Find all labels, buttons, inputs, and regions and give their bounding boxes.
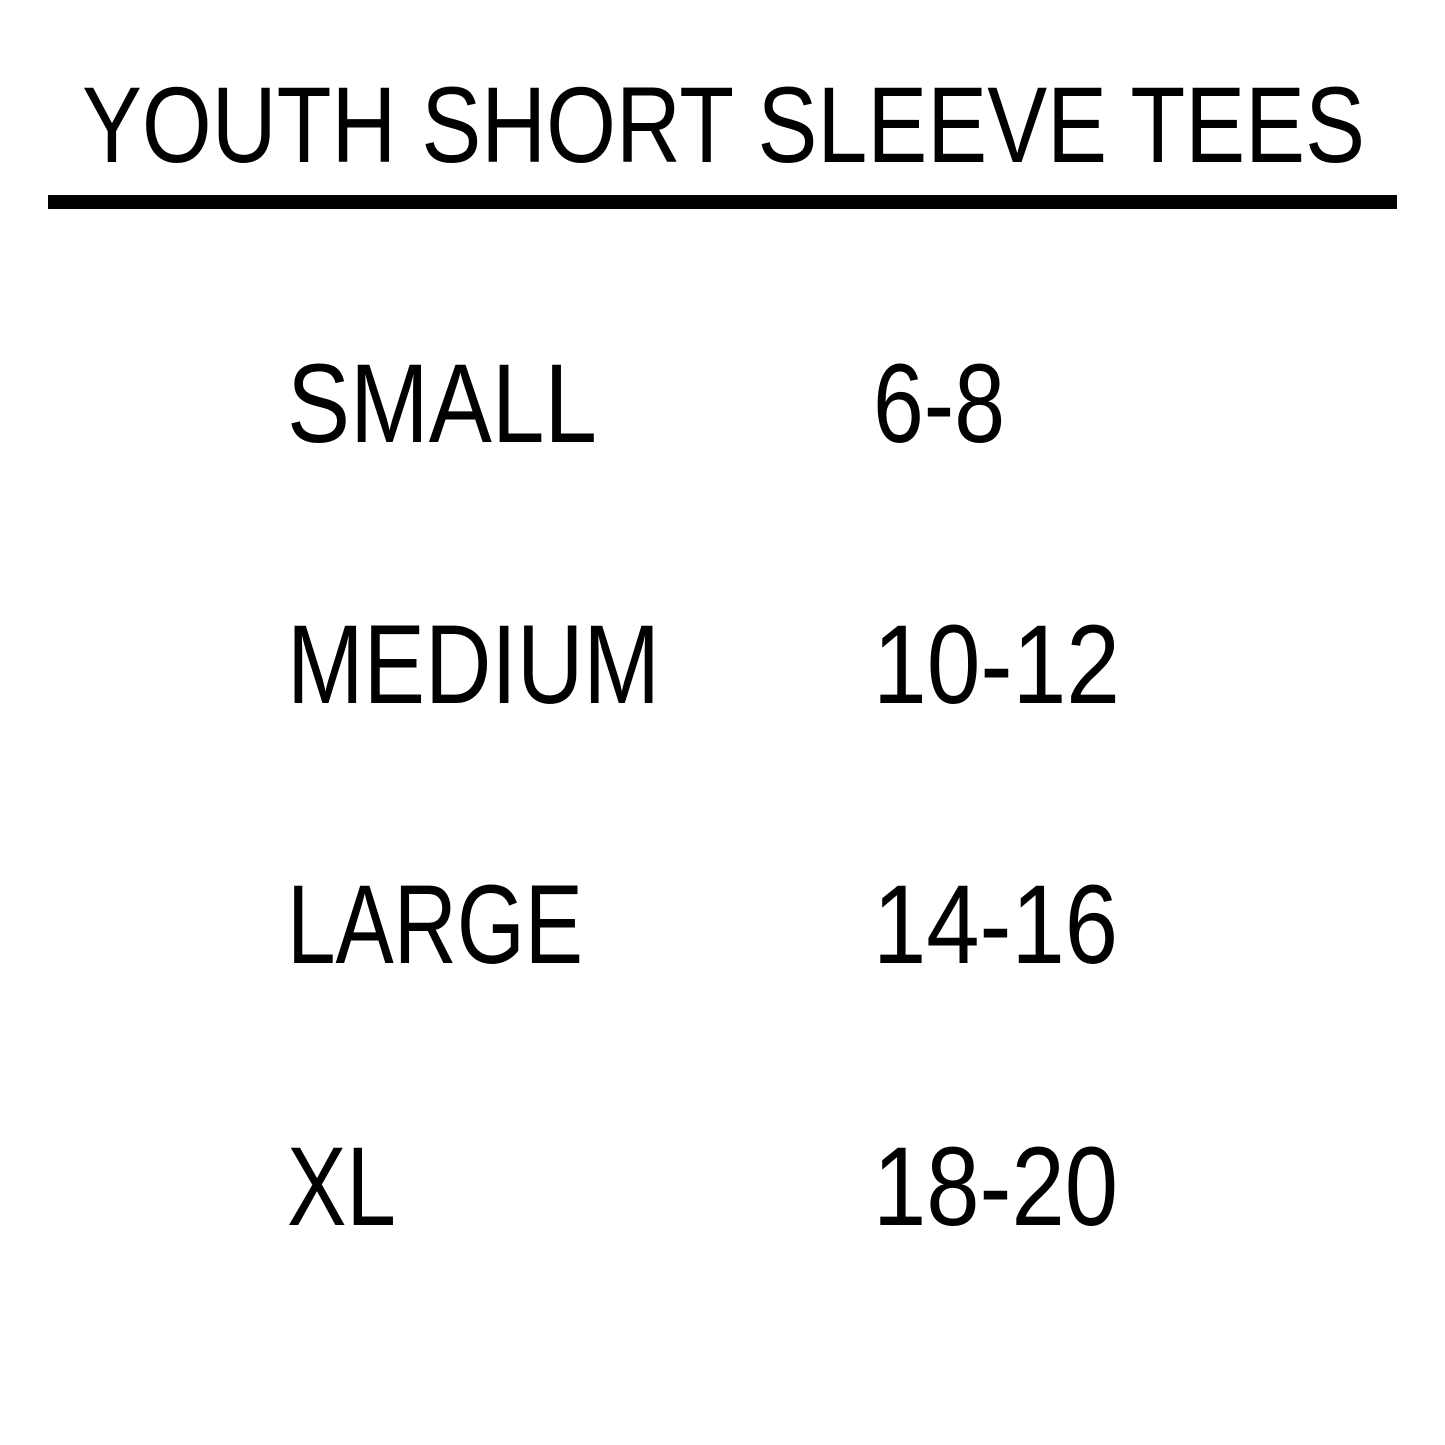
size-label: XL — [287, 1124, 396, 1249]
age-range: 10-12 — [873, 602, 1120, 727]
size-label: SMALL — [287, 341, 597, 466]
size-row: LARGE 14-16 — [287, 862, 1118, 987]
chart-title: YOUTH SHORT SLEEVE TEES — [82, 64, 1365, 185]
title-underline — [48, 195, 1397, 209]
size-row: XL 18-20 — [287, 1124, 1118, 1249]
size-row: SMALL 6-8 — [287, 341, 1005, 466]
size-label: LARGE — [287, 862, 583, 987]
age-range: 14-16 — [873, 862, 1118, 987]
age-range: 6-8 — [873, 341, 1005, 466]
age-range: 18-20 — [873, 1124, 1118, 1249]
size-label: MEDIUM — [287, 602, 660, 727]
size-row: MEDIUM 10-12 — [287, 602, 1120, 727]
